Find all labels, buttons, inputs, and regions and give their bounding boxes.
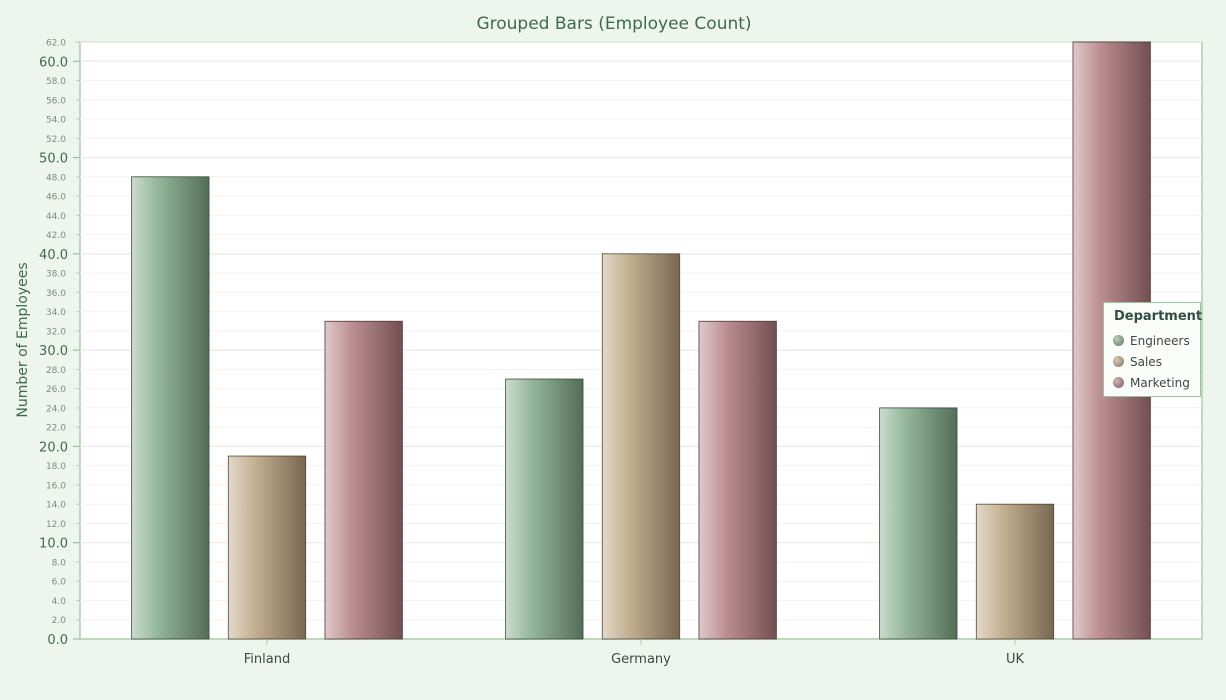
x-tick-label: UK	[1006, 652, 1025, 667]
bar-engineers-finland	[131, 176, 210, 640]
minor-tick-label: 48.0	[46, 173, 66, 183]
minor-tick-label: 32.0	[46, 327, 66, 337]
minor-tick-label: 28.0	[46, 366, 66, 376]
bar-marketing-finland	[324, 320, 403, 640]
legend-label: Engineers	[1130, 333, 1190, 348]
legend-item-sales: Sales	[1112, 351, 1192, 372]
minor-tick-label: 16.0	[46, 481, 66, 491]
minor-tick-label: 54.0	[46, 116, 66, 126]
x-axis-labels: Finland Germany UK	[244, 639, 1025, 667]
bar-marketing-germany	[698, 320, 777, 640]
legend: Department Engineers Sales Marketing	[1103, 302, 1203, 397]
legend-item-marketing: Marketing	[1112, 372, 1192, 393]
major-tick-label: 40.0	[39, 248, 68, 263]
minor-tick-label: 24.0	[46, 404, 66, 414]
bar-sales-germany	[601, 253, 681, 640]
minor-tick-label: 58.0	[46, 77, 66, 87]
x-tick-label: Germany	[611, 652, 671, 667]
minor-tick-label: 18.0	[46, 462, 66, 472]
minor-tick-label: 62.0	[46, 39, 66, 49]
bar-engineers-uk	[879, 407, 958, 640]
chart-title: Grouped Bars (Employee Count)	[476, 14, 751, 34]
minor-tick-label: 6.0	[52, 578, 67, 588]
minor-tick-label: 4.0	[52, 597, 67, 607]
minor-tick-label: 12.0	[46, 520, 66, 530]
legend-label: Marketing	[1130, 375, 1190, 390]
major-tick-label: 20.0	[39, 440, 68, 455]
major-tick-label: 50.0	[39, 152, 68, 167]
y-axis-label: Number of Employees	[15, 262, 31, 417]
major-tick-label: 10.0	[39, 537, 68, 552]
minor-tick-label: 46.0	[46, 193, 66, 203]
minor-tick-label: 22.0	[46, 424, 66, 434]
minor-tick-label: 38.0	[46, 270, 66, 280]
x-tick-label: Finland	[244, 652, 290, 667]
minor-tick-label: 2.0	[52, 616, 67, 626]
legend-title: Department	[1114, 309, 1203, 324]
legend-marker	[1113, 377, 1124, 388]
y-axis-ticks: 2.0 4.0 6.0 8.0 12.0 14.0 16.0 18.0 22.0 24.0 26.0…	[39, 39, 80, 648]
bar-sales-uk	[975, 503, 1055, 640]
minor-tick-label: 36.0	[46, 289, 66, 299]
major-tick-label: 60.0	[39, 55, 68, 70]
minor-tick-label: 8.0	[52, 558, 67, 568]
bar-engineers-germany	[505, 378, 584, 640]
minor-tick-label: 26.0	[46, 385, 66, 395]
major-tick-label: 0.0	[47, 633, 68, 648]
minor-tick-label: 44.0	[46, 212, 66, 222]
minor-tick-label: 52.0	[46, 135, 66, 145]
minor-tick-label: 56.0	[46, 96, 66, 106]
legend-items: Engineers Sales Marketing	[1112, 330, 1192, 393]
bar-sales-finland	[227, 455, 307, 640]
minor-tick-label: 34.0	[46, 308, 66, 318]
minor-tick-label: 42.0	[46, 231, 66, 241]
legend-label: Sales	[1130, 354, 1162, 369]
legend-marker	[1113, 335, 1124, 346]
legend-item-engineers: Engineers	[1112, 330, 1192, 351]
minor-tick-label: 14.0	[46, 501, 66, 511]
major-tick-label: 30.0	[39, 344, 68, 359]
legend-marker	[1113, 356, 1124, 367]
